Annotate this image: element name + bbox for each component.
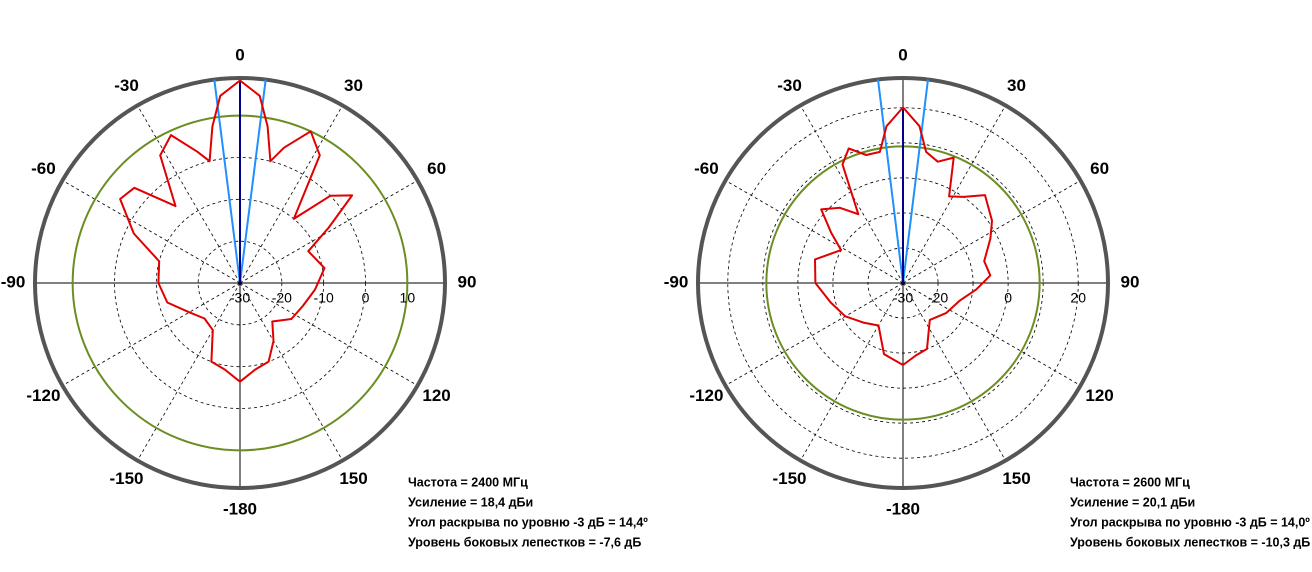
angle-label: -150 bbox=[772, 469, 806, 488]
radial-tick-label: 10 bbox=[400, 290, 416, 306]
spoke bbox=[239, 180, 418, 284]
spoke bbox=[137, 282, 241, 461]
annotation: Уровень боковых лепестков = -10,3 дБ bbox=[1070, 535, 1310, 549]
annotation: Усиление = 18,4 дБи bbox=[408, 495, 533, 509]
radial-tick-label: 0 bbox=[1004, 290, 1012, 306]
radial-tick-label: 0 bbox=[362, 290, 370, 306]
outer-ring bbox=[696, 76, 1110, 490]
annotation: Уровень боковых лепестков = -7,6 дБ bbox=[408, 535, 641, 549]
radial-tick-label: -10 bbox=[314, 290, 334, 306]
angle-label: -60 bbox=[694, 159, 719, 178]
beam-line bbox=[239, 79, 267, 284]
angle-label: 60 bbox=[427, 159, 446, 178]
angle-label: 120 bbox=[422, 386, 450, 405]
angle-label: 30 bbox=[1007, 76, 1026, 95]
angle-label: 90 bbox=[1121, 272, 1140, 291]
radial-tick-label: -20 bbox=[928, 290, 948, 306]
annotation: Частота = 2400 МГц bbox=[408, 475, 528, 489]
spoke bbox=[725, 282, 904, 386]
beam-line bbox=[213, 79, 241, 284]
spoke bbox=[800, 282, 904, 461]
angle-label: 0 bbox=[898, 45, 907, 64]
angle-label: -120 bbox=[26, 386, 60, 405]
angle-label: -30 bbox=[114, 76, 139, 95]
pattern-curve bbox=[119, 79, 354, 383]
radial-tick-label: 20 bbox=[1070, 290, 1086, 306]
beam-line bbox=[877, 79, 904, 284]
beam-line bbox=[902, 79, 929, 284]
annotation: Угол раскрыва по уровню -3 дБ = 14,0º bbox=[1070, 515, 1310, 529]
angle-label: -90 bbox=[664, 272, 689, 291]
angle-label: 150 bbox=[339, 469, 367, 488]
spoke bbox=[62, 180, 241, 284]
angle-label: 0 bbox=[235, 45, 244, 64]
spoke bbox=[902, 105, 1006, 284]
annotation: Усиление = 20,1 дБи bbox=[1070, 495, 1195, 509]
angle-label: 150 bbox=[1002, 469, 1030, 488]
angle-label: 30 bbox=[344, 76, 363, 95]
angle-label: -60 bbox=[31, 159, 56, 178]
angle-label: -150 bbox=[109, 469, 143, 488]
angle-label: -180 bbox=[223, 499, 257, 518]
angle-label: -180 bbox=[886, 499, 920, 518]
spoke bbox=[902, 282, 1081, 386]
radial-tick-label: -30 bbox=[893, 290, 913, 306]
spoke bbox=[239, 282, 418, 386]
angle-label: -30 bbox=[777, 76, 802, 95]
spoke bbox=[137, 105, 241, 284]
spoke bbox=[239, 105, 343, 284]
annotation: Угол раскрыва по уровню -3 дБ = 14,4º bbox=[408, 515, 648, 529]
angle-label: 120 bbox=[1085, 386, 1113, 405]
outer-ring bbox=[33, 76, 447, 490]
radial-tick-label: -30 bbox=[230, 290, 250, 306]
angle-label: 60 bbox=[1090, 159, 1109, 178]
annotation: Частота = 2600 МГц bbox=[1070, 475, 1190, 489]
spoke bbox=[725, 180, 904, 284]
spoke bbox=[62, 282, 241, 386]
radial-tick-label: -20 bbox=[272, 290, 292, 306]
spoke bbox=[239, 282, 343, 461]
angle-label: 90 bbox=[458, 272, 477, 291]
spoke bbox=[902, 282, 1006, 461]
angle-label: -120 bbox=[689, 386, 723, 405]
angle-label: -90 bbox=[1, 272, 26, 291]
pattern-curve bbox=[814, 106, 993, 366]
